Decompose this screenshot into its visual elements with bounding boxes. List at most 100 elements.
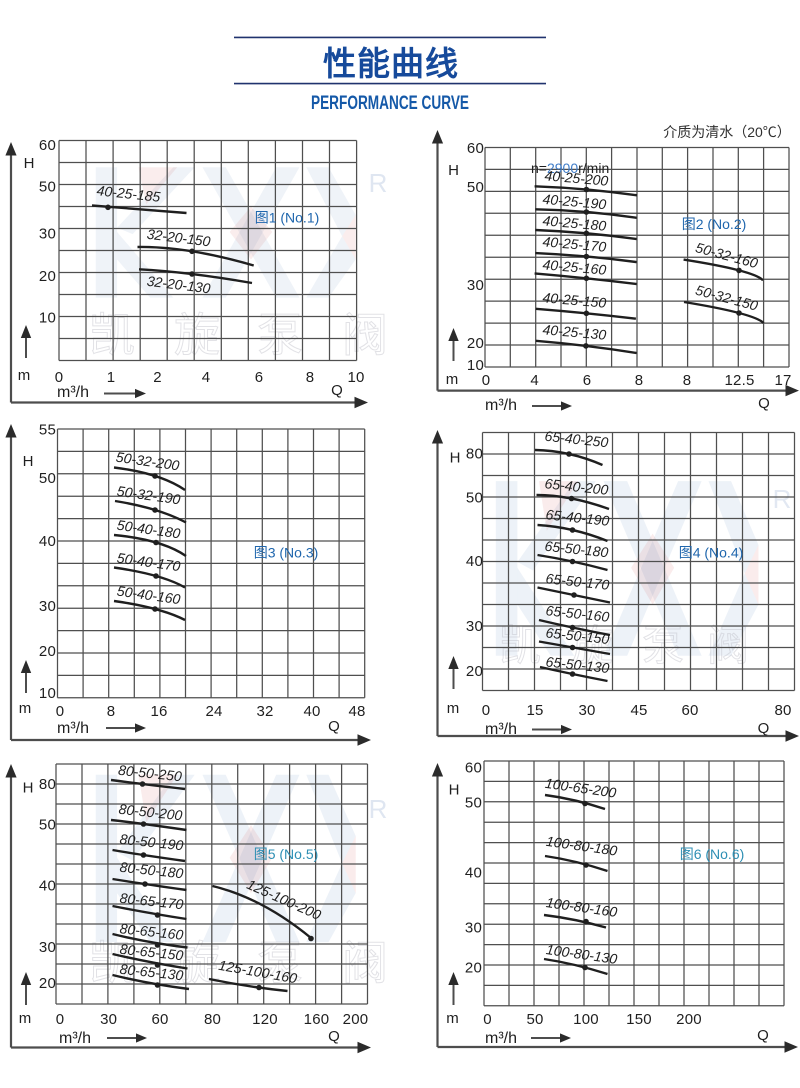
svg-text:40-25-130: 40-25-130 — [542, 321, 607, 343]
svg-text:50: 50 — [39, 470, 56, 487]
svg-text:120: 120 — [252, 1011, 278, 1028]
svg-text:Q: Q — [758, 720, 770, 737]
svg-text:图3 (No.3): 图3 (No.3) — [254, 545, 319, 561]
svg-text:60: 60 — [681, 702, 698, 719]
svg-text:30: 30 — [578, 702, 595, 719]
svg-text:40: 40 — [466, 553, 483, 570]
svg-text:32: 32 — [256, 703, 273, 720]
svg-text:50: 50 — [526, 1011, 543, 1028]
svg-text:200: 200 — [343, 1011, 369, 1028]
svg-text:65-40-250: 65-40-250 — [544, 428, 609, 451]
svg-text:17: 17 — [774, 372, 791, 389]
svg-text:m³/h: m³/h — [485, 1030, 517, 1047]
svg-text:Q: Q — [328, 1028, 340, 1045]
svg-text:8: 8 — [683, 372, 692, 389]
svg-text:40-25-170: 40-25-170 — [542, 233, 607, 255]
svg-text:30: 30 — [39, 939, 56, 956]
svg-text:24: 24 — [205, 703, 222, 720]
svg-text:H: H — [24, 155, 35, 172]
svg-text:m³/h: m³/h — [57, 384, 89, 401]
svg-text:0: 0 — [56, 1011, 65, 1028]
svg-text:m³/h: m³/h — [485, 397, 517, 414]
svg-text:40-25-160: 40-25-160 — [542, 256, 607, 278]
svg-text:0: 0 — [482, 702, 491, 719]
svg-text:2: 2 — [153, 369, 162, 386]
svg-text:15: 15 — [526, 702, 543, 719]
svg-text:凯: 凯 — [89, 937, 135, 989]
svg-text:0: 0 — [482, 372, 491, 389]
svg-text:55: 55 — [39, 422, 56, 439]
svg-text:48: 48 — [348, 703, 365, 720]
svg-text:20: 20 — [466, 663, 483, 680]
svg-text:m³/h: m³/h — [59, 1030, 91, 1047]
svg-text:Q: Q — [328, 718, 340, 735]
svg-text:n=2900r/min: n=2900r/min — [531, 160, 609, 176]
svg-text:10: 10 — [467, 357, 484, 374]
svg-text:65-50-170: 65-50-170 — [545, 570, 610, 593]
svg-text:6: 6 — [583, 372, 592, 389]
svg-text:泵: 泵 — [257, 309, 303, 361]
svg-text:40: 40 — [39, 533, 56, 550]
svg-text:m³/h: m³/h — [485, 721, 517, 738]
svg-text:80-50-180: 80-50-180 — [119, 859, 184, 882]
svg-text:12.5: 12.5 — [725, 372, 755, 389]
svg-text:介质为清水（20℃）: 介质为清水（20℃） — [663, 124, 791, 140]
svg-text:80-50-200: 80-50-200 — [118, 801, 183, 824]
svg-text:65-50-130: 65-50-130 — [545, 653, 610, 676]
svg-text:80-50-250: 80-50-250 — [117, 762, 182, 785]
svg-text:8: 8 — [635, 372, 644, 389]
svg-text:80: 80 — [466, 446, 483, 463]
svg-text:30: 30 — [466, 618, 483, 635]
svg-text:40: 40 — [303, 703, 320, 720]
svg-text:40-25-185: 40-25-185 — [96, 182, 161, 205]
svg-text:20: 20 — [467, 335, 484, 352]
svg-text:凯: 凯 — [89, 309, 135, 361]
svg-text:0: 0 — [55, 369, 64, 386]
svg-text:H: H — [448, 162, 459, 179]
svg-text:R: R — [369, 168, 388, 198]
svg-text:65-50-160: 65-50-160 — [545, 602, 610, 625]
svg-text:泵: 泵 — [642, 622, 684, 669]
svg-text:16: 16 — [150, 703, 167, 720]
svg-text:40-25-200: 40-25-200 — [544, 167, 609, 189]
svg-text:40: 40 — [465, 865, 482, 882]
svg-text:R: R — [773, 484, 792, 514]
svg-text:10: 10 — [347, 369, 364, 386]
svg-text:45: 45 — [630, 702, 647, 719]
svg-text:Q: Q — [758, 395, 770, 412]
svg-text:50: 50 — [466, 490, 483, 507]
svg-text:10: 10 — [39, 685, 56, 702]
svg-text:H: H — [449, 782, 460, 799]
svg-text:50: 50 — [467, 179, 484, 196]
svg-text:20: 20 — [39, 975, 56, 992]
svg-text:m: m — [447, 700, 460, 717]
svg-text:40-25-150: 40-25-150 — [542, 289, 607, 311]
svg-text:泵: 泵 — [257, 937, 303, 989]
svg-text:60: 60 — [465, 760, 482, 777]
svg-text:图4 (No.4): 图4 (No.4) — [679, 545, 744, 561]
svg-text:H: H — [23, 780, 34, 797]
svg-text:旋: 旋 — [174, 309, 220, 361]
svg-text:65-50-180: 65-50-180 — [544, 538, 609, 561]
svg-text:图5 (No.5): 图5 (No.5) — [254, 846, 319, 862]
svg-text:6: 6 — [255, 369, 264, 386]
svg-text:20: 20 — [39, 268, 56, 285]
svg-text:30: 30 — [465, 920, 482, 937]
svg-text:30: 30 — [100, 1011, 117, 1028]
svg-text:80-65-170: 80-65-170 — [119, 890, 184, 913]
svg-text:4: 4 — [530, 372, 539, 389]
svg-text:60: 60 — [39, 137, 56, 154]
svg-text:阀: 阀 — [342, 937, 388, 989]
svg-text:80: 80 — [774, 702, 791, 719]
svg-text:80: 80 — [39, 776, 56, 793]
svg-text:8: 8 — [306, 369, 315, 386]
svg-text:性能曲线: 性能曲线 — [323, 45, 459, 82]
svg-text:50: 50 — [39, 179, 56, 196]
svg-text:160: 160 — [304, 1011, 330, 1028]
svg-text:50: 50 — [465, 795, 482, 812]
svg-text:m: m — [446, 371, 459, 388]
svg-text:图6 (No.6): 图6 (No.6) — [680, 846, 745, 862]
svg-text:30: 30 — [39, 226, 56, 243]
svg-text:1: 1 — [107, 369, 116, 386]
svg-text:100: 100 — [573, 1011, 599, 1028]
